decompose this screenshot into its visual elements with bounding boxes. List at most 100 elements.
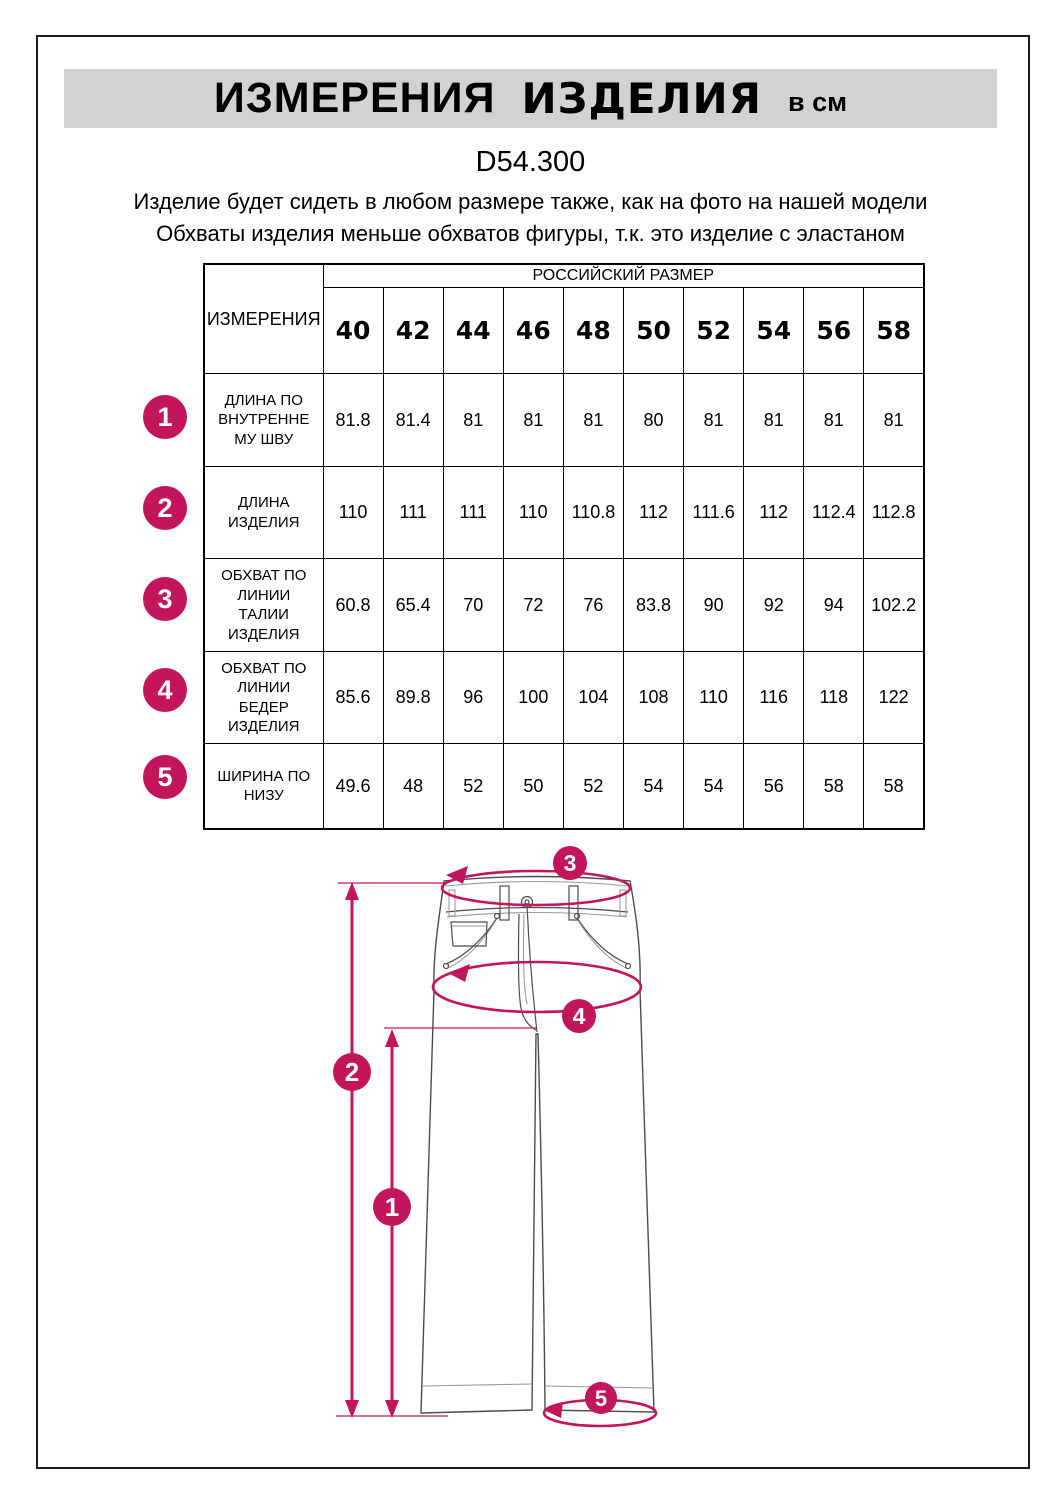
size-column-header: 42 — [382, 287, 444, 374]
waistband-top-stitch — [444, 880, 630, 887]
measurement-value: 81 — [442, 373, 504, 467]
measurement-value: 90 — [683, 558, 745, 652]
size-column-header: 44 — [442, 287, 504, 374]
belt-loop-side-left — [448, 889, 456, 917]
rivet-left-side — [442, 962, 450, 970]
measurement-value: 76 — [562, 558, 624, 652]
size-column-header: 56 — [803, 287, 865, 374]
measurement-value: 94 — [803, 558, 865, 652]
measurement-value: 56 — [743, 743, 805, 830]
measurement-row: ОБХВАТ ПО ЛИНИИ ТАЛИИ ИЗДЕЛИЯ 60.8 65.4 70 7… — [203, 558, 925, 652]
measurement-value: 92 — [743, 558, 805, 652]
fly-j-stitch — [517, 913, 537, 1031]
model-number: D54.300 — [475, 146, 586, 178]
measurement-label: ОБХВАТ ПО ЛИНИИ БЕДЕР ИЗДЕЛИЯ — [203, 651, 324, 744]
left-pocket-stitch — [447, 921, 496, 969]
measurement-row: ДЛИНА ПО ВНУТРЕННЕ МУ ШВУ 81.8 81.4 81 81 81 8… — [203, 373, 925, 467]
measurement-row: ДЛИНА ИЗДЕЛИЯ 110 111 111 110 110.8 112 111.6 11… — [203, 466, 925, 559]
waistband-line — [445, 906, 629, 913]
waist-arrowhead — [446, 866, 468, 884]
measurement-value: 81 — [562, 373, 624, 467]
size-column-header: 48 — [562, 287, 624, 374]
measurement-row: ШИРИНА ПО НИЗУ 49.6 48 52 50 52 54 54 56 58 58 — [203, 743, 925, 830]
measurement-value: 102.2 — [863, 558, 925, 652]
page-title-word1: ИЗМЕРЕНИЯ — [213, 74, 496, 122]
hip-ellipse — [431, 960, 643, 1014]
measurement-value: 70 — [442, 558, 504, 652]
measurement-value: 60.8 — [322, 558, 384, 652]
measurement-value: 54 — [683, 743, 745, 830]
arrowhead-2-top — [345, 882, 359, 900]
measurement-value: 81 — [863, 373, 925, 467]
note-line-1: Изделие будет сидеть в любом размере так… — [133, 189, 928, 214]
measurement-value: 100 — [502, 651, 564, 744]
right-pocket-stitch — [578, 921, 627, 969]
measurement-value: 96 — [442, 651, 504, 744]
measurement-value: 54 — [622, 743, 685, 830]
callout-3-number: 3 — [564, 850, 577, 876]
size-column-header: 46 — [502, 287, 564, 374]
rivet-left-top — [493, 912, 501, 920]
coin-pocket — [450, 921, 488, 947]
rivet-right-side — [624, 962, 632, 970]
measurement-label: ОБХВАТ ПО ЛИНИИ ТАЛИИ ИЗДЕЛИЯ — [203, 558, 324, 652]
row-badge-5: 5 — [143, 755, 187, 799]
measurement-value: 110 — [683, 651, 745, 744]
measurement-annotations: 3 4 5 2 1 — [333, 846, 658, 1428]
measurement-value: 48 — [382, 743, 444, 830]
callout-1-number: 1 — [385, 1192, 399, 1222]
measurement-value: 52 — [562, 743, 624, 830]
measurement-value: 111 — [382, 466, 444, 559]
pants-diagram: 3 4 5 2 1 — [333, 846, 658, 1428]
callout-badge-3: 3 — [553, 846, 587, 880]
row-badge-2: 2 — [143, 486, 187, 530]
size-group-label: РОССИЙСКИЙ РАЗМЕР — [322, 263, 925, 288]
callout-badge-4: 4 — [562, 999, 596, 1033]
measurement-value: 52 — [442, 743, 504, 830]
arrowhead-1-top — [385, 1029, 399, 1047]
measurement-value: 72 — [502, 558, 564, 652]
measurement-value: 58 — [863, 743, 925, 830]
header-band: ИЗМЕРЕНИЯ ИЗДЕЛИЯ в см — [64, 69, 997, 128]
measurement-value: 81.4 — [382, 373, 444, 467]
measurement-value: 110 — [322, 466, 384, 559]
measurement-value: 81 — [683, 373, 745, 467]
measurement-label: ШИРИНА ПО НИЗУ — [203, 743, 324, 830]
measurement-value: 110 — [502, 466, 564, 559]
measurement-value: 89.8 — [382, 651, 444, 744]
hip-arrowhead — [448, 964, 470, 982]
size-column-header: 52 — [683, 287, 745, 374]
pants-outline — [420, 875, 655, 1414]
measurement-value: 50 — [502, 743, 564, 830]
belt-loop-side-right — [619, 889, 627, 917]
measurement-value: 112.8 — [863, 466, 925, 559]
measurement-value: 81 — [803, 373, 865, 467]
measurement-value: 118 — [803, 651, 865, 744]
row-badge-4: 4 — [143, 668, 187, 712]
callout-badge-2: 2 — [333, 1053, 371, 1091]
callout-badge-5: 5 — [585, 1382, 617, 1414]
left-hem-stitch — [421, 1383, 533, 1387]
page-title-unit: в см — [787, 87, 848, 117]
arrowhead-1-bottom — [385, 1400, 399, 1418]
waist-button — [520, 895, 534, 909]
callout-4-number: 4 — [573, 1003, 586, 1029]
measurement-label: ДЛИНА ИЗДЕЛИЯ — [203, 466, 324, 559]
rivet-right-top — [573, 912, 581, 920]
measurement-value: 112 — [743, 466, 805, 559]
row-badge-1: 1 — [143, 395, 187, 439]
corner-label: ИЗМЕРЕНИЯ — [203, 263, 324, 374]
measurement-value: 104 — [562, 651, 624, 744]
measurement-value: 110.8 — [562, 466, 624, 559]
hem-arrowhead — [544, 1402, 563, 1418]
measurement-value: 112 — [622, 466, 685, 559]
callout-2-number: 2 — [345, 1057, 359, 1087]
callout-5-number: 5 — [595, 1386, 607, 1411]
page-title-word2: ИЗДЕЛИЯ — [521, 74, 762, 123]
measurement-row: ОБХВАТ ПО ЛИНИИ БЕДЕР ИЗДЕЛИЯ 85.6 89.8 96 1… — [203, 651, 925, 744]
size-column-header: 58 — [863, 287, 925, 374]
note-line-2: Обхваты изделия меньше обхватов фигуры, … — [156, 221, 905, 246]
fly-zipper-line — [522, 913, 528, 1005]
measurement-value: 85.6 — [322, 651, 384, 744]
